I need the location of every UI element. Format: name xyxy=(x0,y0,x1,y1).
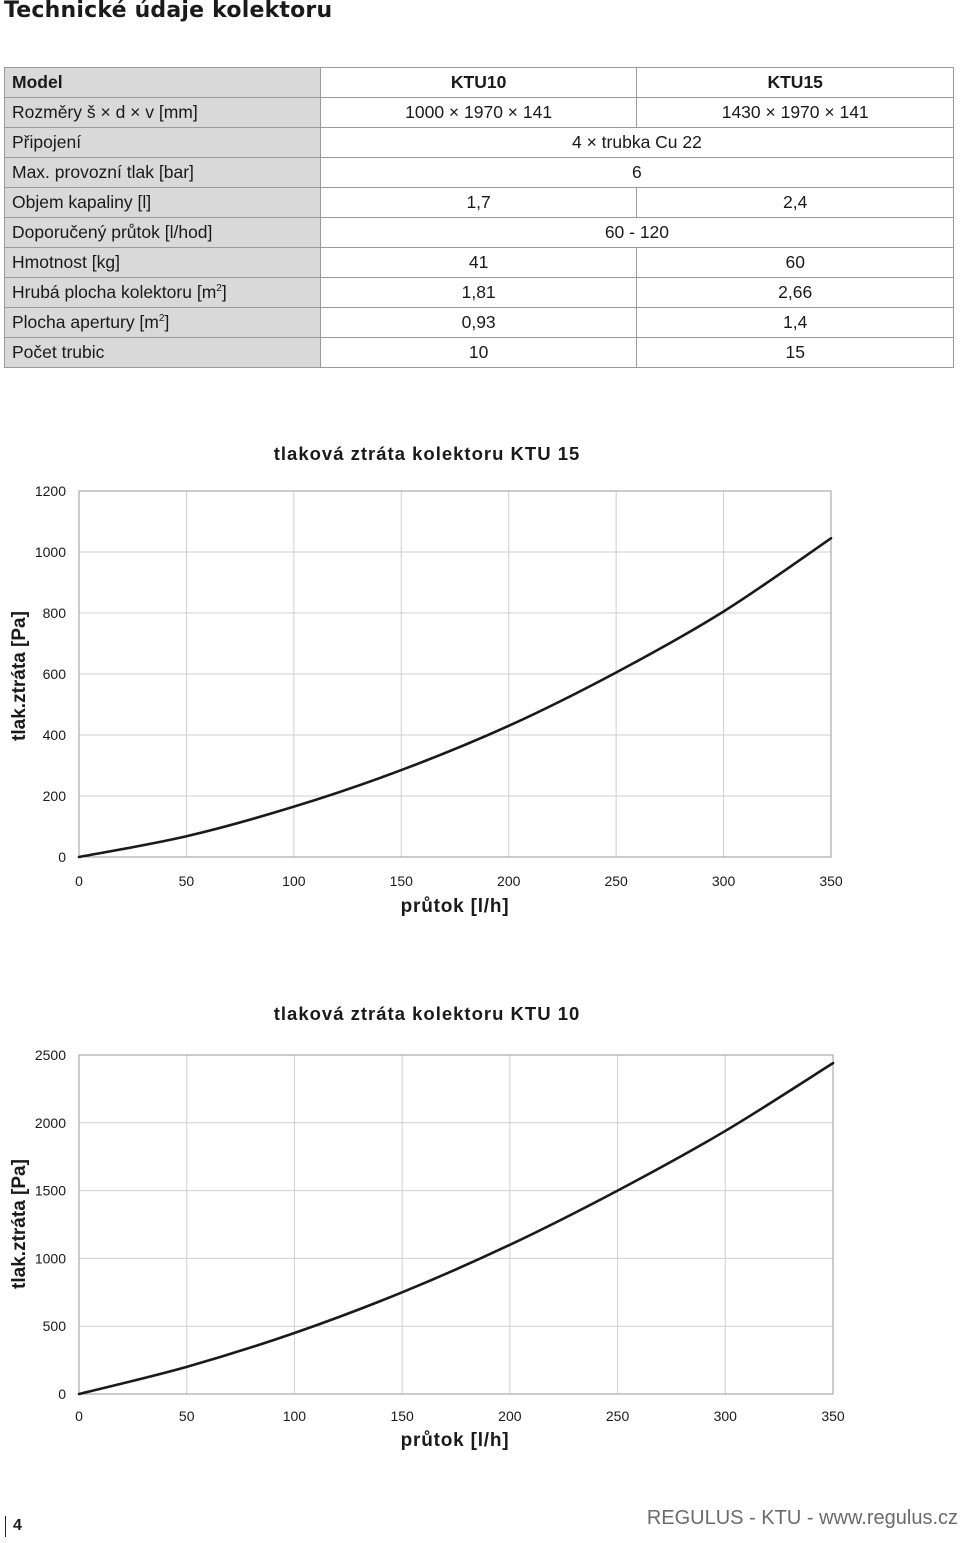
y-tick-label: 600 xyxy=(43,666,67,682)
series-line xyxy=(77,1061,835,1396)
y-tick-label: 0 xyxy=(58,849,66,865)
x-tick-label: 50 xyxy=(179,873,195,889)
footer-divider xyxy=(5,1516,6,1537)
x-tick-label: 200 xyxy=(498,1408,522,1424)
spec-value-ktu15: 2,4 xyxy=(636,187,954,218)
x-tick-label: 100 xyxy=(283,1408,307,1424)
x-axis-label: průtok [l/h] xyxy=(401,1430,510,1451)
y-axis-label: tlak.ztráta [Pa] xyxy=(9,611,30,741)
x-tick-label: 150 xyxy=(390,1408,414,1424)
x-tick-label: 300 xyxy=(712,873,736,889)
y-tick-label: 200 xyxy=(43,788,67,804)
spec-row: Max. provozní tlak [bar] 6 xyxy=(4,157,955,188)
spec-value-ktu10: 0,93 xyxy=(319,307,638,338)
spec-row: Počet trubic 10 15 xyxy=(4,337,954,368)
x-tick-label: 0 xyxy=(75,873,83,889)
spec-label-end: ] xyxy=(164,312,170,332)
y-tick-label: 400 xyxy=(43,727,67,743)
plot-frame xyxy=(78,1054,834,1395)
spec-table: Model KTU10 KTU15 Rozměry š × d × v [mm] 100… xyxy=(4,67,955,368)
spec-label-text: Max. provozní tlak [bar] xyxy=(12,162,194,182)
footer-brand: REGULUS - KTU - www.regulus.cz xyxy=(646,1507,958,1529)
page-number: 4 xyxy=(13,1517,22,1534)
y-tick-label: 1500 xyxy=(35,1183,66,1199)
plot-frame xyxy=(78,490,832,858)
spec-row: Připojení 4 × trubka Cu 22 xyxy=(4,127,955,158)
spec-label-sup: 2 xyxy=(216,283,222,295)
spec-label-text: Rozměry š × d × v [mm] xyxy=(12,102,198,122)
spec-value-shared: 4 × trubka Cu 22 xyxy=(319,127,955,158)
chart-ktu15: 0 50 100 150 200 250 300 350 0 200 400 600 800 1000 12… xyxy=(9,443,843,917)
x-tick-label: 0 xyxy=(75,1408,83,1424)
y-tick-label: 800 xyxy=(43,605,67,621)
spec-label: Počet trubic xyxy=(4,337,321,368)
spec-label-sup: 2 xyxy=(158,313,165,325)
spec-label: Připojení xyxy=(4,127,321,158)
spec-label-text: Připojení xyxy=(12,132,82,152)
spec-value-ktu10: 10 xyxy=(319,337,638,368)
spec-label: Hrubá plocha kolektoru [m2] xyxy=(4,277,321,308)
y-tick-label: 1000 xyxy=(35,544,66,560)
chart-title: tlaková ztráta kolektoru KTU 15 xyxy=(274,443,581,464)
x-tick-label: 250 xyxy=(604,873,628,889)
x-tick-label: 350 xyxy=(821,1408,845,1424)
x-tick-label: 100 xyxy=(282,873,306,889)
y-tick-label: 500 xyxy=(43,1318,67,1334)
spec-label: Doporučený průtok [l/hod] xyxy=(4,217,321,248)
spec-value-ktu10: 1,7 xyxy=(319,187,638,218)
header-label: Model xyxy=(4,67,321,98)
spec-label: Plocha apertury [m2] xyxy=(4,307,321,338)
x-tick-label: 250 xyxy=(606,1408,630,1424)
spec-row: Objem kapaliny [l] 1,7 2,4 xyxy=(4,187,954,218)
spec-label-text: Hmotnost [kg] xyxy=(12,252,120,272)
chart-ktu10: 0 50 100 150 200 250 300 350 0 500 1000 1500 2000 250… xyxy=(9,1003,845,1451)
x-tick-label: 200 xyxy=(497,873,521,889)
spec-label-text: Doporučený průtok [l/hod] xyxy=(12,222,213,242)
spec-value-shared: 6 xyxy=(319,157,955,188)
spec-label-text: Hrubá plocha kolektoru [m xyxy=(12,282,217,302)
y-tick-label: 2500 xyxy=(35,1047,66,1063)
spec-value-ktu10: 41 xyxy=(319,247,638,278)
spec-value-ktu10: 1000 × 1970 × 141 xyxy=(319,97,638,128)
x-tick-label: 300 xyxy=(714,1408,738,1424)
spec-row: Hrubá plocha kolektoru [m2] 1,81 2,66 xyxy=(4,277,954,308)
spec-value-ktu15: 2,66 xyxy=(636,277,954,308)
spec-value-ktu15: 15 xyxy=(636,337,954,368)
spec-value-shared: 60 - 120 xyxy=(319,217,955,248)
series-line xyxy=(77,536,833,859)
x-tick-label: 150 xyxy=(390,873,414,889)
spec-label: Max. provozní tlak [bar] xyxy=(4,157,321,188)
x-axis-label: průtok [l/h] xyxy=(401,896,510,917)
spec-table-body: Model KTU10 KTU15 Rozměry š × d × v [mm] 100… xyxy=(4,67,955,368)
spec-row: Plocha apertury [m2] 0,93 1,4 xyxy=(4,307,954,338)
spec-value-ktu15: 1430 × 1970 × 141 xyxy=(636,97,954,128)
spec-table-header: Model KTU10 KTU15 xyxy=(4,67,954,98)
y-axis-label: tlak.ztráta [Pa] xyxy=(9,1159,30,1289)
spec-row: Doporučený průtok [l/hod] 60 - 120 xyxy=(4,217,955,248)
spec-row: Hmotnost [kg] 41 60 xyxy=(4,247,954,278)
spec-label-text: Plocha apertury [m xyxy=(12,312,159,332)
spec-label-end: ] xyxy=(221,282,227,302)
spec-row: Rozměry š × d × v [mm] 1000 × 1970 × 141 1… xyxy=(4,97,954,128)
x-tick-label: 350 xyxy=(819,873,843,889)
spec-label: Hmotnost [kg] xyxy=(4,247,321,278)
y-tick-label: 0 xyxy=(58,1386,66,1402)
x-tick-label: 50 xyxy=(179,1408,195,1424)
spec-value-ktu15: 60 xyxy=(636,247,954,278)
spec-label: Objem kapaliny [l] xyxy=(4,187,321,218)
page-title: Technické údaje kolektoru xyxy=(4,0,333,23)
spec-value-ktu10: 1,81 xyxy=(319,277,638,308)
spec-label-text: Objem kapaliny [l] xyxy=(12,192,152,212)
chart-title: tlaková ztráta kolektoru KTU 10 xyxy=(274,1003,581,1024)
spec-label: Rozměry š × d × v [mm] xyxy=(4,97,321,128)
header-col-ktu10: KTU10 xyxy=(319,67,638,98)
y-tick-label: 1000 xyxy=(35,1250,66,1266)
y-tick-label: 1200 xyxy=(35,483,66,499)
y-tick-label: 2000 xyxy=(35,1115,66,1131)
header-col-ktu15: KTU15 xyxy=(636,67,954,98)
spec-label-text: Počet trubic xyxy=(12,342,105,362)
spec-value-ktu15: 1,4 xyxy=(636,307,954,338)
